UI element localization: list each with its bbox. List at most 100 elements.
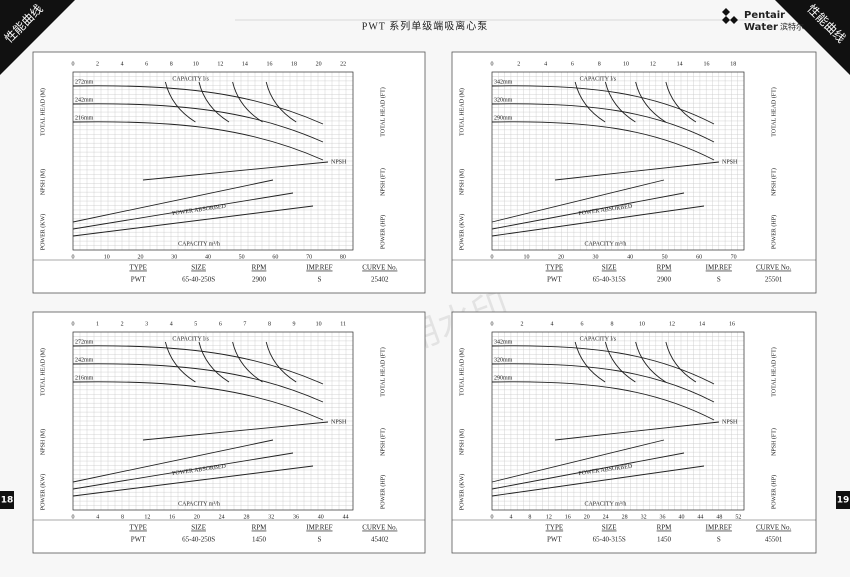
- bottom-tick-label: 60: [272, 254, 278, 260]
- npsh-label: NPSH: [331, 419, 347, 425]
- top-tick-label: 14: [699, 321, 705, 327]
- table-header: CURVE No.: [362, 264, 397, 272]
- efficiency-curve: [604, 81, 636, 123]
- bottom-tick-label: 0: [491, 254, 494, 260]
- table-header: SIZE: [602, 264, 617, 272]
- efficiency-curve: [635, 341, 666, 383]
- top-tick-label: 4: [544, 61, 547, 67]
- head-curve: [72, 85, 324, 125]
- bottom-tick-label: 28: [622, 514, 628, 520]
- impeller-label: 272mm: [75, 79, 94, 85]
- efficiency-curve: [232, 341, 263, 383]
- table-cell: 65-40-315S: [593, 276, 626, 284]
- power-curve: [491, 179, 665, 223]
- top-tick-label: 2: [521, 321, 524, 327]
- bottom-tick-label: 0: [491, 514, 494, 520]
- top-tick-label: 16: [729, 321, 735, 327]
- power-curve: [72, 179, 274, 223]
- top-tick-label: 8: [598, 61, 601, 67]
- bottom-tick-label: 50: [239, 254, 245, 260]
- table-header: CURVE No.: [756, 524, 791, 532]
- top-tick-label: 2: [96, 61, 99, 67]
- table-cell: PWT: [547, 276, 563, 284]
- top-tick-label: 2: [121, 321, 124, 327]
- table-header: SIZE: [602, 524, 617, 532]
- table-cell: 65-40-315S: [593, 536, 626, 544]
- bottom-tick-label: 12: [144, 514, 150, 520]
- top-tick-label: 14: [677, 61, 683, 67]
- axis-title: POWER (KW): [39, 214, 46, 251]
- axis-title: POWER (HP): [770, 215, 777, 249]
- capacity-label: CAPACITY l/s: [172, 76, 209, 82]
- efficiency-curve: [265, 341, 297, 383]
- head-curve: [491, 103, 715, 143]
- impeller-label: 320mm: [494, 357, 513, 363]
- plot-frame: [491, 71, 745, 251]
- npsh-curve: [554, 421, 720, 441]
- axis-title: POWER (HP): [379, 475, 386, 509]
- npsh-curve: [554, 161, 720, 181]
- page-tab: [0, 491, 14, 509]
- top-tick-label: 10: [193, 61, 199, 67]
- axis-title: NPSH (M): [39, 429, 46, 455]
- npsh-label: NPSH: [331, 159, 347, 165]
- table-cell: 45402: [371, 536, 389, 544]
- table-header: SIZE: [191, 264, 206, 272]
- axis-title: NPSH (FT): [379, 428, 386, 456]
- plot-frame: [72, 331, 354, 511]
- table-header: TYPE: [129, 264, 147, 272]
- top-tick-label: 10: [639, 321, 645, 327]
- impeller-label: 320mm: [494, 97, 513, 103]
- top-tick-label: 0: [72, 321, 75, 327]
- logo-cn: 滨特尔: [780, 22, 804, 32]
- impeller-label: 342mm: [494, 339, 513, 345]
- power-curve: [72, 192, 294, 230]
- efficiency-curve: [635, 81, 666, 123]
- top-tick-label: 8: [170, 61, 173, 67]
- top-tick-label: 0: [72, 61, 75, 67]
- bottom-tick-label: 4: [96, 514, 99, 520]
- impeller-label: 290mm: [494, 115, 513, 121]
- bottom-tick-label: 36: [660, 514, 666, 520]
- top-tick-label: 16: [703, 61, 709, 67]
- bottom-tick-label: 32: [641, 514, 647, 520]
- bottom-tick-label: 0: [72, 514, 75, 520]
- bottom-tick-label: 28: [243, 514, 249, 520]
- impeller-label: 242mm: [75, 97, 94, 103]
- table-cell: PWT: [547, 536, 563, 544]
- top-tick-label: 22: [340, 61, 346, 67]
- capacity-label: CAPACITY m³/h: [178, 241, 220, 247]
- table-cell: 65-40-250S: [182, 276, 215, 284]
- logo-mark: [722, 8, 738, 24]
- table-cell: 25402: [371, 276, 389, 284]
- bottom-tick-label: 24: [603, 514, 609, 520]
- top-tick-label: 18: [730, 61, 736, 67]
- plot-frame: [491, 331, 745, 511]
- table-cell: PWT: [131, 536, 147, 544]
- top-tick-label: 8: [611, 321, 614, 327]
- bottom-tick-label: 20: [584, 514, 590, 520]
- table-cell: 45501: [765, 536, 783, 544]
- capacity-label: CAPACITY m³/h: [584, 501, 626, 507]
- efficiency-curve: [164, 81, 196, 123]
- bottom-tick-label: 44: [343, 514, 349, 520]
- top-tick-label: 0: [491, 321, 494, 327]
- top-tick-label: 3: [145, 321, 148, 327]
- head-curve: [72, 381, 324, 421]
- axis-title: POWER (KW): [458, 474, 465, 511]
- bottom-tick-label: 70: [306, 254, 312, 260]
- top-tick-label: 12: [217, 61, 223, 67]
- page-number: 19: [837, 496, 850, 506]
- logo-text: Water: [744, 22, 778, 33]
- table-cell: S: [317, 276, 321, 284]
- npsh-curve: [142, 421, 329, 441]
- table-header: RPM: [657, 264, 673, 272]
- bottom-tick-label: 20: [137, 254, 143, 260]
- axis-title: TOTAL HEAD (FT): [379, 347, 386, 397]
- top-tick-label: 6: [219, 321, 222, 327]
- efficiency-curve: [604, 341, 636, 383]
- top-tick-label: 14: [242, 61, 248, 67]
- efficiency-curve: [198, 341, 230, 383]
- power-curve: [72, 452, 294, 490]
- power-curve: [72, 205, 314, 237]
